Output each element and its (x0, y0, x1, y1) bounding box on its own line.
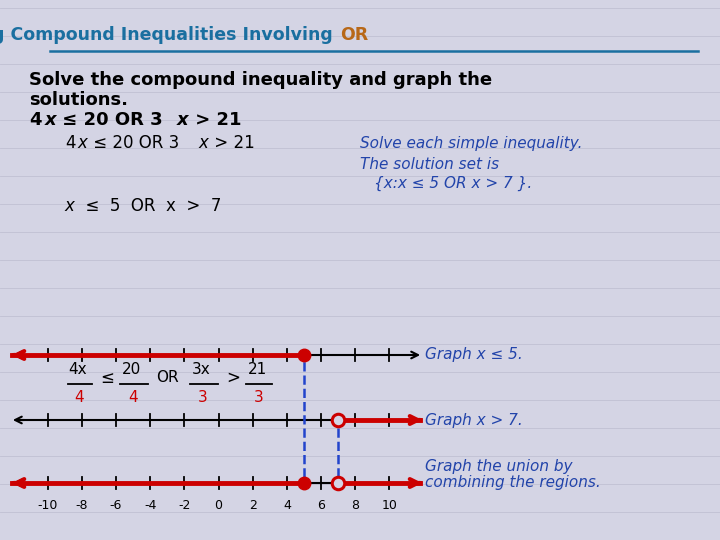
Text: Graph x ≤ 5.: Graph x ≤ 5. (425, 348, 523, 362)
Text: 4x: 4x (68, 362, 86, 377)
Text: -4: -4 (144, 499, 156, 512)
Text: x: x (78, 134, 88, 152)
Text: >: > (226, 369, 240, 387)
Text: ≤ 20 OR 3: ≤ 20 OR 3 (56, 111, 163, 129)
Text: 3: 3 (198, 390, 208, 406)
Text: x: x (176, 111, 188, 129)
Text: ≤: ≤ (100, 369, 114, 387)
Text: solutions.: solutions. (29, 91, 128, 109)
Text: 4: 4 (29, 111, 41, 129)
Text: Graph x > 7.: Graph x > 7. (425, 413, 523, 428)
Text: 4: 4 (128, 390, 138, 406)
Text: Graph the union by: Graph the union by (425, 460, 572, 474)
Text: 20: 20 (122, 362, 141, 377)
Text: > 21: > 21 (189, 111, 241, 129)
Text: 4: 4 (283, 499, 291, 512)
Text: x: x (199, 134, 209, 152)
Text: 0: 0 (215, 499, 222, 512)
Text: -10: -10 (37, 499, 58, 512)
Text: x: x (65, 197, 75, 215)
Text: > 21: > 21 (209, 134, 255, 152)
Text: combining the regions.: combining the regions. (425, 476, 600, 490)
Text: 4: 4 (74, 390, 84, 406)
Text: The solution set is: The solution set is (360, 157, 499, 172)
Text: Solving Compound Inequalities Involving: Solving Compound Inequalities Involving (0, 26, 338, 44)
Text: 10: 10 (382, 499, 397, 512)
Text: {x:x ≤ 5 OR x > 7 }.: {x:x ≤ 5 OR x > 7 }. (374, 176, 533, 191)
Text: ≤ 20 OR 3: ≤ 20 OR 3 (88, 134, 179, 152)
Text: 3x: 3x (192, 362, 211, 377)
Text: -8: -8 (76, 499, 88, 512)
Text: ≤  5  OR  x  >  7: ≤ 5 OR x > 7 (75, 197, 221, 215)
Text: -2: -2 (178, 499, 191, 512)
Text: OR: OR (156, 370, 179, 386)
Text: Solve the compound inequality and graph the: Solve the compound inequality and graph … (29, 71, 492, 89)
Text: 21: 21 (248, 362, 267, 377)
Text: 8: 8 (351, 499, 359, 512)
Text: OR: OR (341, 26, 369, 44)
Text: -6: -6 (109, 499, 122, 512)
Text: x: x (45, 111, 56, 129)
Text: 4: 4 (65, 134, 76, 152)
Text: 2: 2 (248, 499, 256, 512)
Text: Solve each simple inequality.: Solve each simple inequality. (360, 136, 582, 151)
Text: 6: 6 (317, 499, 325, 512)
Text: 3: 3 (254, 390, 264, 406)
